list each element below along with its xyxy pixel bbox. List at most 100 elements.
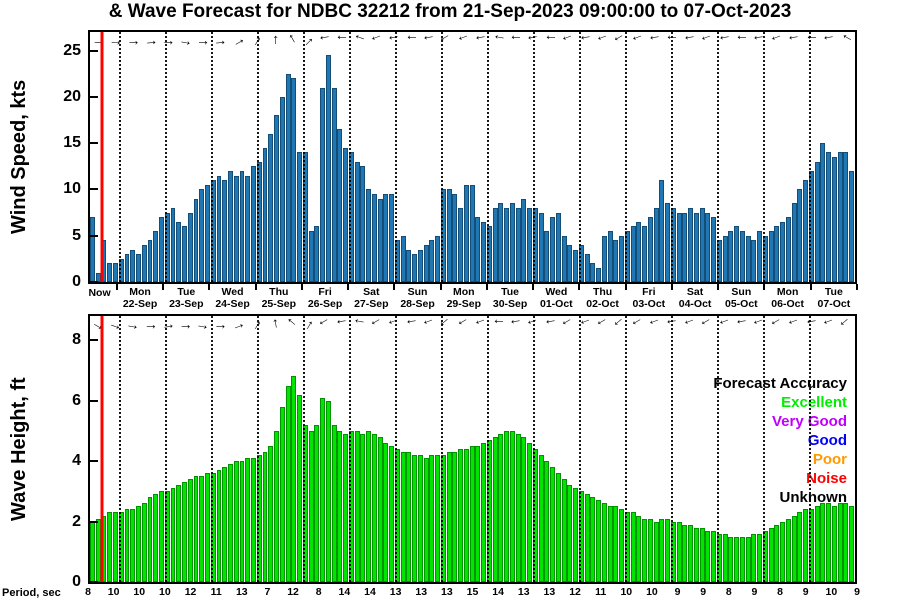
wind-speed-bar xyxy=(693,212,699,282)
wave-height-bar xyxy=(544,461,550,582)
wave-height-bar xyxy=(693,527,699,582)
wind-direction-arrow: → xyxy=(454,30,474,50)
wind-direction-arrow: → xyxy=(177,30,194,50)
wind-direction-arrow: → xyxy=(367,30,387,50)
wave-height-bar xyxy=(601,503,607,582)
wave-height-bar xyxy=(90,521,95,582)
wind-speed-bar xyxy=(642,226,648,282)
wind-speed-bar xyxy=(371,194,377,282)
wind-speed-bar xyxy=(584,254,590,282)
wind-direction-arrow: → xyxy=(436,29,457,51)
wind-speed-bar xyxy=(843,152,849,282)
wind-speed-bar xyxy=(325,55,331,282)
wind-speed-bar xyxy=(124,254,130,282)
day-date: 27-Sep xyxy=(354,297,389,310)
wind-direction-arrow: → xyxy=(508,32,523,48)
wind-speed-bar xyxy=(435,235,441,282)
wind-speed-bar xyxy=(107,263,113,282)
wind-speed-bar xyxy=(147,240,153,282)
period-value: 13 xyxy=(517,586,530,598)
wave-height-bar xyxy=(274,430,279,582)
day-gridline xyxy=(348,32,351,282)
wave-height-bar xyxy=(642,518,648,582)
wind-speed-bar xyxy=(136,254,141,282)
wave-height-bar xyxy=(831,506,837,582)
y-tick-mark xyxy=(90,460,98,463)
wave-height-bar xyxy=(193,476,199,582)
wave-height-bar xyxy=(797,512,803,582)
wave-height-bar xyxy=(463,449,469,582)
x-tick-mark xyxy=(300,284,303,290)
wind-speed-bar xyxy=(343,147,349,282)
period-axis: 8 10 10 10 12 11 13 7 12 8 14 14 13 13 13 15 14 13 13 12 11 1… xyxy=(85,586,860,600)
day-name: Mon xyxy=(129,286,151,298)
day-gridline xyxy=(118,32,121,282)
day-gridline xyxy=(440,316,443,582)
wind-direction-arrow: → xyxy=(159,314,177,334)
wind-speed-bar xyxy=(653,207,659,282)
wind-direction-arrow: → xyxy=(750,314,769,334)
wave-height-bar xyxy=(446,452,452,582)
x-tick-mark xyxy=(115,284,118,290)
wind-direction-arrow: → xyxy=(143,31,159,49)
period-value: 11 xyxy=(210,586,222,598)
wind-speed-bar xyxy=(849,170,855,282)
wind-direction-arrow: → xyxy=(558,30,578,50)
day-date: 24-Sep xyxy=(215,297,250,310)
period-value: 13 xyxy=(415,586,428,598)
wind-speed-bar xyxy=(521,198,527,282)
wind-speed-bar xyxy=(262,147,268,282)
wave-height-bar xyxy=(297,394,302,582)
day-date: 05-Oct xyxy=(725,297,758,310)
wind-direction-arrow: → xyxy=(804,32,819,48)
wind-direction-arrow: → xyxy=(228,314,248,334)
day-date: 06-Oct xyxy=(771,297,804,310)
wave-height-bar xyxy=(555,473,561,582)
y-tick-label: 25 xyxy=(63,41,81,59)
wind-speed-bar xyxy=(153,231,159,282)
wind-speed-bar xyxy=(423,244,429,282)
day-gridline xyxy=(164,32,167,282)
wave-height-bar xyxy=(607,506,613,582)
wave-height-bar xyxy=(360,433,366,582)
day-date: 22-Sep xyxy=(122,297,158,310)
wave-height-bar xyxy=(285,385,291,582)
wind-speed-bar xyxy=(113,263,118,282)
wind-direction-arrow: → xyxy=(106,314,126,334)
day-name: Mon xyxy=(453,286,475,298)
wind-direction-arrow: → xyxy=(543,32,558,48)
wind-direction-arrow: → xyxy=(507,314,525,334)
day-label: Sun 05-Oct xyxy=(718,286,764,310)
day-gridline xyxy=(394,316,397,582)
wind-speed-bar xyxy=(826,152,832,282)
day-label: Thu 02-Oct xyxy=(579,286,625,310)
wind-speed-bar xyxy=(596,268,602,282)
y-tick-mark xyxy=(90,234,98,237)
wind-direction-arrow: → xyxy=(126,32,141,48)
legend-title: Forecast Accuracy xyxy=(713,375,847,392)
wave-height-bar xyxy=(124,509,130,582)
wave-height-bar xyxy=(619,509,625,582)
wind-speed-bar xyxy=(705,212,711,282)
wave-height-bar xyxy=(337,430,343,582)
wave-height-bar xyxy=(688,524,694,582)
y-tick-label: 0 xyxy=(72,273,81,290)
day-name: Sun xyxy=(731,286,752,298)
wind-direction-arrow: → xyxy=(419,314,439,334)
wind-direction-arrow: → xyxy=(178,316,193,332)
wind-direction-arrow: → xyxy=(125,314,142,334)
day-name: Fri xyxy=(642,286,656,298)
wave-height-bar xyxy=(216,470,222,582)
wind-speed-bar xyxy=(170,207,176,282)
period-value: 10 xyxy=(646,586,658,598)
wind-speed-bar xyxy=(314,226,320,282)
day-name: Tue xyxy=(177,286,196,298)
day-gridline xyxy=(118,316,121,582)
wind-speed-bar xyxy=(354,161,360,282)
period-value: 14 xyxy=(338,586,351,598)
wave-height-bar xyxy=(136,506,141,582)
wind-speed-bar xyxy=(366,189,372,282)
wind-speed-bar xyxy=(216,175,222,282)
wave-height-bar xyxy=(647,518,653,582)
wind-direction-arrow: → xyxy=(244,29,266,51)
